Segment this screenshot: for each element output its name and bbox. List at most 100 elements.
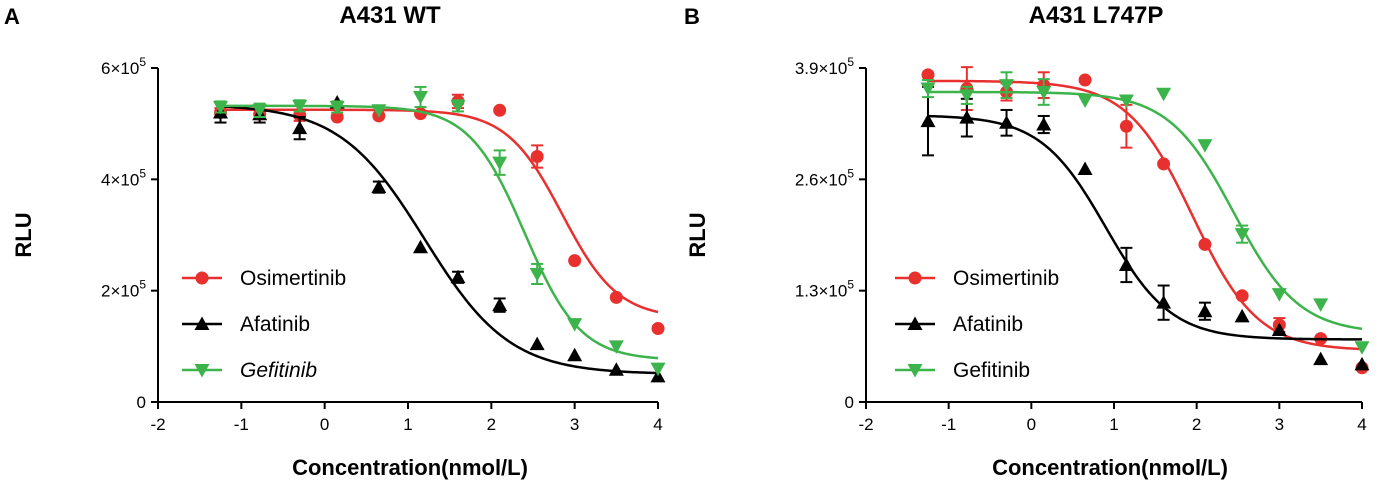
legend-label: Osimertinib — [953, 267, 1059, 290]
data-point — [1271, 322, 1287, 337]
data-point — [608, 362, 624, 376]
x-tick-label: 1 — [403, 415, 412, 434]
data-point — [1197, 139, 1213, 153]
data-point — [1235, 289, 1249, 303]
data-point — [1156, 295, 1172, 309]
panel-letter-b: B — [684, 4, 700, 29]
data-point — [213, 100, 228, 115]
data-point — [1197, 303, 1213, 318]
data-point — [1313, 298, 1329, 312]
legend-marker — [195, 271, 209, 285]
data-point — [292, 120, 308, 135]
x-axis-label-a: Concentration(nmol/L) — [292, 455, 528, 480]
data-point — [1354, 341, 1370, 355]
data-point — [568, 254, 582, 268]
x-tick-label: 3 — [570, 415, 579, 434]
x-axis-label-b: Concentration(nmol/L) — [992, 455, 1228, 480]
legend-label: Osimertinib — [240, 267, 346, 290]
data-point — [959, 89, 975, 103]
data-point — [1118, 257, 1134, 271]
legend-label: Afatinib — [240, 313, 310, 336]
chart-panel-a: -2 -1 0 1 2 3 4 0 2×105 4×105 6×105 Osimertinib Afat… — [101, 55, 666, 434]
data-point — [413, 90, 428, 105]
data-point — [530, 150, 544, 164]
data-point — [999, 79, 1015, 93]
legend: Osimertinib Afatinib Gefitinib — [182, 267, 346, 382]
y-tick-label: 4×105 — [101, 166, 146, 189]
data-point — [1156, 87, 1172, 102]
y-tick-label: 1.3×105 — [795, 278, 854, 301]
x-tick-label: 4 — [653, 415, 662, 434]
y-tick-label: 2×105 — [101, 278, 146, 301]
x-tick-label: 2 — [1192, 415, 1201, 434]
data-point — [330, 110, 344, 124]
series-afatinib — [213, 95, 666, 383]
x-tick-label: 3 — [1275, 415, 1284, 434]
data-point — [921, 68, 935, 82]
data-point — [371, 104, 387, 118]
data-point — [920, 113, 936, 128]
legend-marker — [194, 364, 210, 378]
series-gefitinib — [213, 85, 666, 377]
x-tick-label: 0 — [320, 415, 329, 434]
data-point — [329, 100, 345, 115]
x-tick-label: -1 — [234, 415, 249, 434]
fit-curve — [220, 108, 659, 314]
data-point — [252, 104, 268, 118]
legend-label: Gefitinib — [953, 359, 1030, 382]
data-point — [1198, 237, 1212, 251]
data-point — [371, 179, 387, 194]
data-point — [1118, 94, 1134, 109]
data-point — [1234, 308, 1250, 323]
fit-curve — [928, 90, 1363, 331]
data-point — [492, 297, 508, 312]
data-point — [1036, 117, 1052, 131]
x-tick-label: -2 — [858, 415, 873, 434]
y-tick-label: 2.6×105 — [795, 166, 854, 189]
fit-curve — [220, 105, 659, 375]
chart-panel-b: -2 -1 0 1 2 3 4 0 1.3×105 2.6×105 3.9×105 Osimertin… — [795, 55, 1370, 434]
x-tick-label: -2 — [150, 415, 165, 434]
data-point — [450, 99, 466, 114]
legend-marker — [907, 316, 923, 330]
data-point — [529, 267, 545, 282]
y-tick-label: 3.9×105 — [795, 55, 854, 78]
data-point — [1078, 73, 1092, 87]
series-afatinib — [920, 85, 1370, 371]
legend-marker — [908, 271, 922, 285]
data-point — [650, 362, 666, 377]
data-point — [493, 103, 507, 117]
x-tick-label: 1 — [1109, 415, 1118, 434]
data-point — [567, 318, 583, 332]
data-point — [608, 340, 624, 354]
data-point — [1036, 85, 1052, 100]
data-point — [1077, 161, 1093, 176]
data-point — [1119, 119, 1133, 133]
data-point — [1157, 157, 1171, 171]
legend-label: Afatinib — [953, 313, 1023, 336]
legend-marker — [194, 316, 210, 330]
fit-curve — [927, 114, 1362, 341]
x-tick-label: -1 — [941, 415, 956, 434]
legend: Osimertinib Afatinib Gefitinib — [895, 267, 1059, 382]
data-point — [651, 322, 665, 336]
y-tick-label: 6×105 — [101, 55, 146, 78]
data-point — [1077, 94, 1093, 109]
y-tick-label: 0 — [845, 393, 854, 412]
data-point — [1271, 288, 1287, 302]
series-gefitinib — [920, 71, 1370, 355]
data-point — [567, 347, 583, 362]
series-osimertinib — [214, 93, 665, 336]
x-tick-label: 4 — [1357, 415, 1366, 434]
data-point — [450, 269, 466, 284]
data-point — [999, 115, 1015, 129]
data-point — [413, 239, 428, 254]
data-point — [959, 110, 975, 124]
x-tick-label: 2 — [487, 415, 496, 434]
data-point — [529, 336, 545, 351]
y-tick-label: 0 — [137, 393, 146, 412]
x-tick-label: 0 — [1027, 415, 1036, 434]
data-point — [492, 156, 508, 171]
fit-curve — [220, 104, 659, 360]
legend-label: Gefitinib — [240, 359, 317, 382]
